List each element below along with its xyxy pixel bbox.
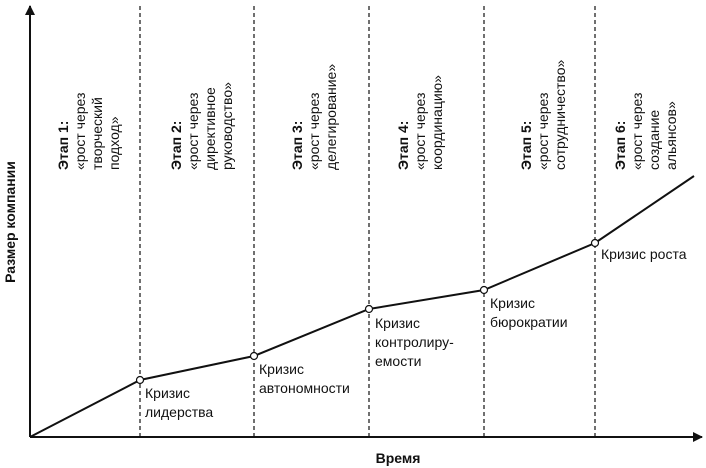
crisis-line: Кризис [259,361,304,377]
crisis-line: емости [375,353,421,369]
stage-line: «рост через [412,93,428,170]
stage-line: координацию» [429,75,445,170]
stage-line: создание [646,110,662,170]
crisis-line: автономности [259,380,350,396]
crisis-label-1: Кризис лидерства [145,385,213,420]
crisis-label-3: Кризис контролиру- емости [375,315,454,369]
stage-line: альянсов» [663,101,679,170]
crisis-label-2: Кризис автономности [259,361,350,396]
crisis-line: Кризис [145,385,190,401]
stage-label-2: Этап 2: «рост через директивное руководс… [168,82,235,170]
growth-curve [29,175,695,438]
stage-line: «рост через [535,93,551,170]
stage-label-4: Этап 4: «рост через координацию» [395,75,445,170]
stage-line: «рост через [306,93,322,170]
crisis-line: Кризис роста [601,246,687,262]
crisis-label-5: Кризис роста [601,246,687,262]
stage-line: руководство» [219,82,235,170]
stage-title: Этап 4: [395,121,411,170]
crisis-marker [364,304,374,314]
stage-label-3: Этап 3: «рост через делегирование» [289,64,339,170]
stage-title: Этап 6: [612,121,628,170]
crisis-line: бюрократии [490,314,568,330]
crisis-line: Кризис [375,315,420,331]
stage-line: «рост через [629,93,645,170]
crisis-line: Кризис [490,295,535,311]
stage-line: сотрудничество» [552,60,568,170]
crisis-line: контролиру- [375,334,454,350]
stage-label-5: Этап 5: «рост через сотрудничество» [518,60,568,170]
stage-line: «рост через [185,93,201,170]
stage-line: подход» [106,116,122,170]
crisis-marker [479,285,489,295]
stage-label-1: Этап 1: «рост через творческий подход» [55,93,122,170]
x-axis-label: Время [376,450,421,466]
stage-line: директивное [202,87,218,170]
stage-label-6: Этап 6: «рост через создание альянсов» [612,93,679,170]
stage-line: творческий [89,97,105,170]
crisis-marker [135,375,145,385]
stage-title: Этап 5: [518,121,534,170]
crisis-markers [135,238,600,385]
stage-title: Этап 2: [168,121,184,170]
crisis-marker [249,351,259,361]
stage-dividers [139,6,596,437]
crisis-line: лидерства [145,404,213,420]
stage-line: делегирование» [323,64,339,170]
stage-title: Этап 3: [289,121,305,170]
stage-title: Этап 1: [55,121,71,170]
y-axis-label: Размер компании [2,161,18,283]
crisis-marker [590,238,600,248]
stage-line: «рост через [72,93,88,170]
crisis-label-4: Кризис бюрократии [490,295,568,330]
